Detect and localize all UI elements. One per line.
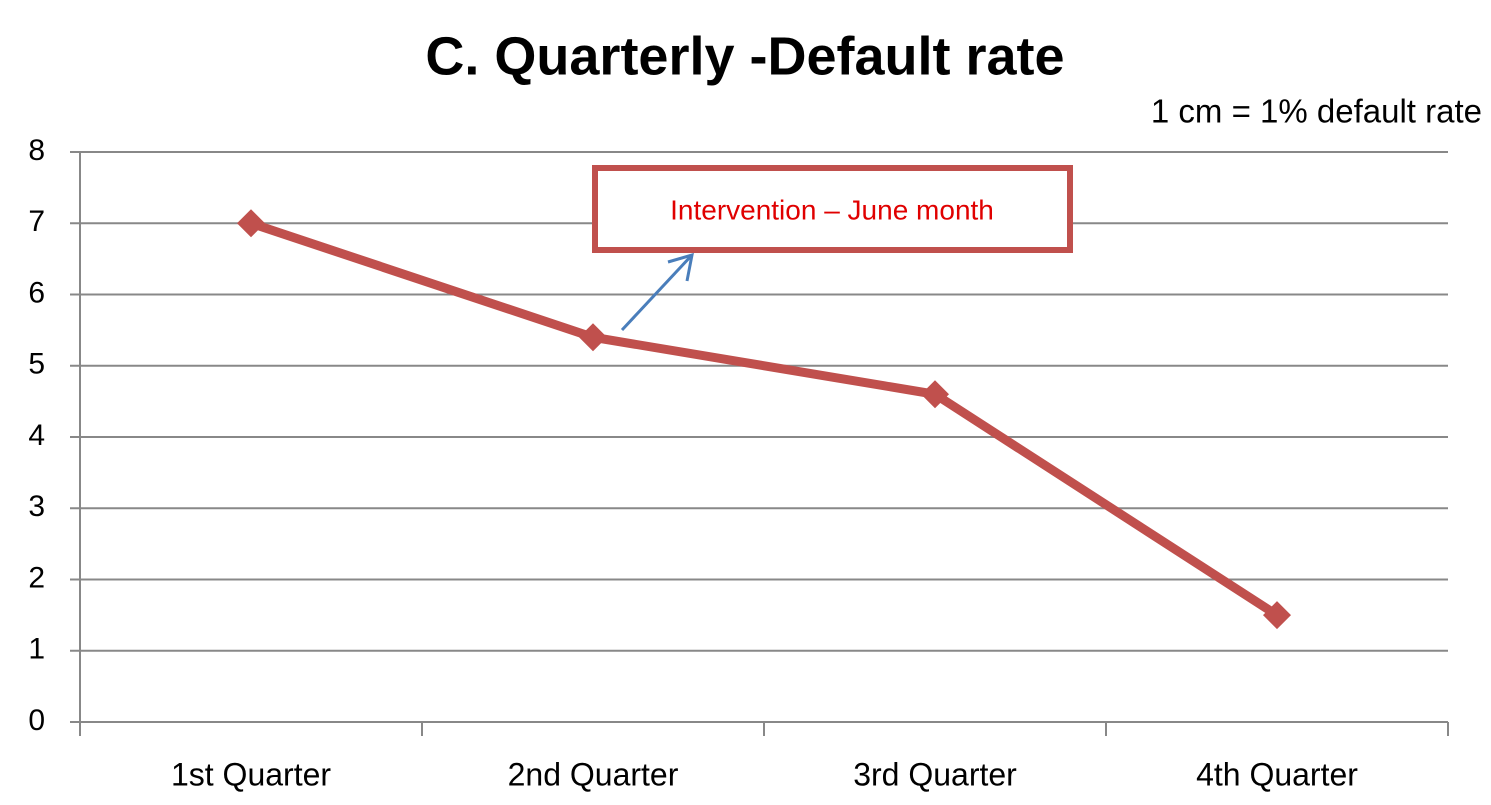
annotation-text: Intervention – June month xyxy=(670,194,994,225)
x-tick-label: 4th Quarter xyxy=(1196,756,1358,792)
data-line xyxy=(249,218,1280,619)
chart-subtitle: 1 cm = 1% default rate xyxy=(1151,93,1482,130)
x-tick-label: 2nd Quarter xyxy=(508,756,679,792)
y-tick-label: 8 xyxy=(28,134,45,167)
y-tick-label: 1 xyxy=(28,633,45,666)
y-tick-label: 3 xyxy=(28,490,45,523)
data-marker xyxy=(1263,601,1291,630)
annotation-arrow xyxy=(620,253,694,332)
chart-title: C. Quarterly -Default rate xyxy=(425,26,1064,86)
y-tick-label: 6 xyxy=(28,276,45,309)
data-marker xyxy=(579,323,607,352)
y-tick-label: 0 xyxy=(28,704,45,737)
annotation-arrowhead xyxy=(667,252,694,282)
annotation-box xyxy=(592,165,1073,253)
y-tick-label: 2 xyxy=(28,561,45,594)
data-marker xyxy=(921,380,949,409)
data-marker xyxy=(237,209,265,238)
y-tick-label: 4 xyxy=(28,419,45,452)
y-tick-label: 7 xyxy=(28,205,45,238)
y-tick-label: 5 xyxy=(28,348,45,381)
x-tick-label: 1st Quarter xyxy=(171,756,331,792)
x-tick-label: 3rd Quarter xyxy=(853,756,1017,792)
